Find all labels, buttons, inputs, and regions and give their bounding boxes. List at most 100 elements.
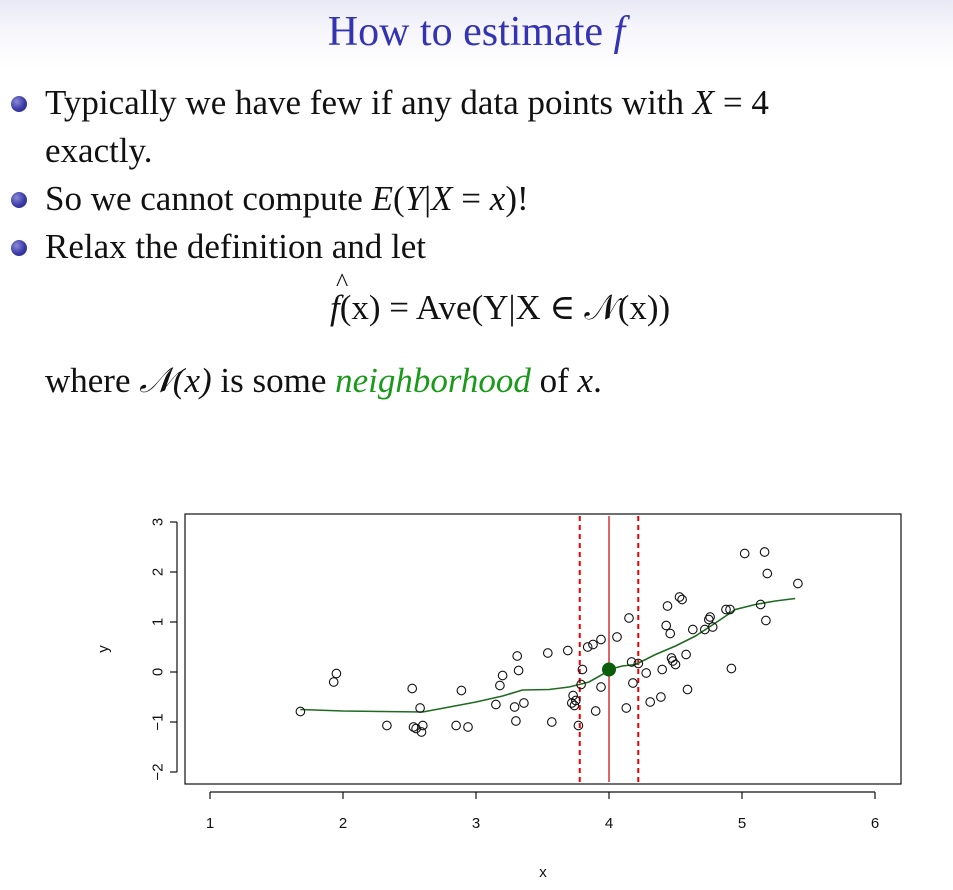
- data-point: [703, 614, 714, 625]
- data-point: [641, 668, 652, 678]
- data-point: [295, 706, 306, 717]
- data-point: [721, 604, 731, 615]
- data-point: [588, 639, 598, 650]
- where-period: .: [593, 361, 602, 400]
- f-hat: f: [330, 268, 348, 328]
- title-text: How to estimate: [327, 9, 614, 55]
- y-axis-label: y: [95, 645, 112, 653]
- data-point: [662, 601, 673, 611]
- math-x: x: [489, 179, 506, 218]
- data-point: [656, 692, 666, 702]
- bullet-1-line-2: exactly.: [45, 131, 153, 170]
- where-text: of: [530, 361, 578, 400]
- data-point: [562, 645, 573, 656]
- data-point: [657, 664, 668, 675]
- x-axis: 1 2 3 4 5 6: [206, 791, 879, 832]
- data-point: [456, 685, 467, 696]
- x-tick-label: 6: [871, 815, 879, 832]
- data-point: [451, 720, 461, 731]
- data-point: [576, 679, 586, 690]
- where-text: where: [45, 361, 140, 400]
- data-point: [670, 659, 681, 670]
- data-point: [577, 664, 588, 675]
- y-tick-label: 3: [150, 518, 167, 526]
- data-point: [509, 702, 520, 712]
- x-tick-label: 1: [206, 815, 214, 832]
- where-line: where 𝒩(x) is some neighborhood of x.: [45, 358, 602, 404]
- data-point: [793, 578, 803, 589]
- highlight-group: [602, 662, 616, 677]
- data-point: [677, 594, 687, 605]
- y-tick-label: 0: [150, 668, 167, 676]
- data-point: [491, 699, 501, 710]
- title-bar: [0, 0, 953, 68]
- data-point: [705, 612, 715, 622]
- math-bar: |: [424, 179, 432, 218]
- data-point: [415, 703, 425, 713]
- smoothed-curve-group: [300, 597, 796, 713]
- math-E: E: [371, 179, 393, 218]
- math-X: X: [431, 179, 453, 218]
- plot-frame: [184, 513, 902, 785]
- data-point: [624, 613, 634, 623]
- data-point: [411, 723, 421, 734]
- data-point: [626, 657, 637, 667]
- data-point: [682, 684, 693, 695]
- smoothed-curve: [300, 597, 796, 713]
- data-point: [661, 620, 672, 631]
- data-point: [512, 651, 523, 661]
- bullet-2: So we cannot compute E(Y|X = x)!: [45, 176, 529, 222]
- data-point: [725, 604, 735, 615]
- neighborhood-term: neighborhood: [335, 361, 531, 400]
- data-point: [546, 717, 557, 727]
- bullet-icon: [11, 96, 27, 112]
- data-point: [542, 648, 553, 658]
- estimator-formula: f(x) = Ave(Y|X ∈ 𝒩(x)): [330, 268, 670, 328]
- data-point: [707, 622, 718, 632]
- data-point: [573, 720, 584, 731]
- data-point: [328, 677, 339, 687]
- data-point: [759, 547, 770, 557]
- data-point: [681, 649, 691, 660]
- bullet-1-math-eq: = 4: [714, 83, 769, 122]
- bullet-1-text: Typically we have few if any data points…: [45, 83, 693, 122]
- data-point: [667, 656, 678, 666]
- data-point: [513, 665, 524, 676]
- data-point: [726, 663, 737, 674]
- x-tick-label: 3: [472, 815, 480, 832]
- data-point: [633, 658, 644, 669]
- bullet-1-line-1: Typically we have few if any data points…: [45, 80, 769, 126]
- data-point: [762, 568, 773, 579]
- data-point: [739, 548, 750, 559]
- data-point: [596, 682, 606, 692]
- where-text: is some: [211, 361, 336, 400]
- math-paren: (: [392, 179, 405, 218]
- x-tick-label: 2: [339, 815, 347, 832]
- scatter-plot: −2 −1 0 1 2 3 1 2 3 4 5 6 x y: [95, 513, 902, 881]
- data-point: [511, 716, 521, 726]
- data-point: [408, 722, 419, 732]
- x-tick-label: 4: [605, 815, 613, 832]
- y-tick-label: 2: [150, 568, 167, 576]
- data-point: [569, 700, 580, 711]
- title-variable: f: [613, 9, 626, 55]
- data-point: [416, 727, 427, 737]
- data-point: [463, 722, 473, 732]
- bullet-icon: [11, 240, 27, 256]
- data-point: [621, 703, 632, 713]
- data-point: [612, 632, 622, 642]
- data-point: [665, 628, 676, 639]
- data-point: [755, 599, 766, 610]
- bullet-2-text: So we cannot compute: [45, 179, 372, 218]
- where-neighborhood-math: 𝒩(x): [139, 361, 212, 400]
- bullet-1-math-X: X: [692, 83, 715, 122]
- data-point: [596, 634, 606, 645]
- data-point: [582, 642, 593, 652]
- math-Y: Y: [404, 179, 425, 218]
- neighborhood-lines: [578, 516, 640, 782]
- data-points: [295, 547, 803, 737]
- y-axis: −2 −1 0 1 2 3: [150, 518, 178, 781]
- math-paren: ): [505, 179, 517, 218]
- data-point: [497, 670, 508, 681]
- bullet-icon: [11, 192, 27, 208]
